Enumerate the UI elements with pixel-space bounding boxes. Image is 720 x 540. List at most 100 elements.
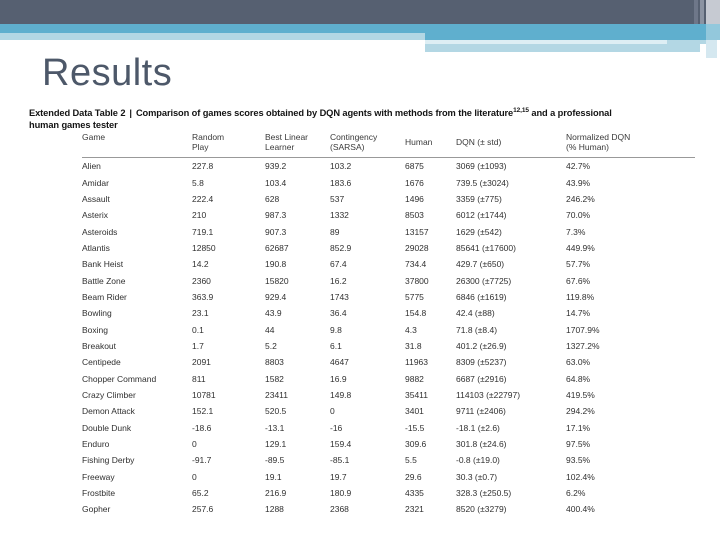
score-cell: 6012 (±1744)	[456, 210, 507, 221]
column-header-line: (% Human)	[566, 141, 609, 152]
score-cell: 1743	[330, 291, 349, 302]
game-name-cell: Asterix	[82, 210, 108, 221]
score-cell: 5.2	[265, 340, 277, 351]
column-header-line: Human	[405, 136, 433, 147]
score-cell: 19.7	[330, 471, 347, 482]
score-cell: 8803	[265, 357, 284, 368]
game-name-cell: Battle Zone	[82, 275, 126, 286]
banner-blue-bar	[0, 24, 720, 33]
table-row: Battle Zone 2360 15820 16.2 37800 26300 (±772…	[82, 272, 695, 288]
score-cell: 30.3 (±0.7)	[456, 471, 498, 482]
table-row: Breakout 1.7 5.2 6.1 31.8 401.2 (±26.9) 1327.2…	[82, 338, 695, 354]
score-cell: 26300 (±7725)	[456, 275, 512, 286]
score-cell: 71.8 (±8.4)	[456, 324, 498, 335]
score-cell: 42.4 (±88)	[456, 308, 495, 319]
banner-accent-stripe	[700, 0, 704, 24]
score-cell: 16.9	[330, 373, 347, 384]
score-cell: 1582	[265, 373, 284, 384]
score-cell: -91.7	[192, 455, 212, 466]
score-cell: 119.8%	[566, 291, 595, 302]
score-cell: 14.2	[192, 259, 209, 270]
score-cell: 103.4	[265, 177, 287, 188]
score-cell: 449.9%	[566, 242, 595, 253]
score-cell: 57.7%	[566, 259, 591, 270]
game-name-cell: Alien	[82, 161, 101, 172]
score-cell: 16.2	[330, 275, 347, 286]
score-cell: -13.1	[265, 422, 285, 433]
score-cell: 67.6%	[566, 275, 591, 286]
column-header: Normalized DQN (% Human)	[566, 132, 695, 158]
table-row: Bowling 23.1 43.9 36.4 154.8 42.4 (±88) 14.7%	[82, 305, 695, 321]
score-cell: -0.8 (±19.0)	[456, 455, 500, 466]
score-cell: 102.4%	[566, 471, 595, 482]
score-cell: 44	[265, 324, 275, 335]
game-name-cell: Chopper Command	[82, 373, 157, 384]
score-cell: 301.8 (±24.6)	[456, 439, 507, 450]
score-cell: 183.6	[330, 177, 352, 188]
score-cell: 70.0%	[566, 210, 591, 221]
table-row: Amidar 5.8 103.4 183.6 1676 739.5 (±3024) 43.9…	[82, 174, 695, 190]
game-name-cell: Beam Rider	[82, 291, 127, 302]
score-cell: -18.1 (±2.6)	[456, 422, 500, 433]
score-cell: 0.1	[192, 324, 204, 335]
score-cell: 1496	[405, 193, 424, 204]
header-row: Game Random Play Best Linear Learner Continge…	[82, 132, 695, 158]
score-cell: 309.6	[405, 439, 427, 450]
table-row: Enduro 0 129.1 159.4 309.6 301.8 (±24.6) 97.5%	[82, 436, 695, 452]
score-cell: 719.1	[192, 226, 214, 237]
score-cell: 29028	[405, 242, 429, 253]
score-cell: 5775	[405, 291, 424, 302]
table-row: Bank Heist 14.2 190.8 67.4 734.4 429.7 (±650)…	[82, 256, 695, 272]
table-row: Alien 227.8 939.2 103.2 6875 3069 (±1093) 42.7…	[82, 158, 695, 175]
column-header-line: Learner	[265, 141, 295, 152]
column-header: Contingency (SARSA)	[330, 132, 405, 158]
score-cell: 149.8	[330, 389, 352, 400]
score-cell: 0	[330, 406, 335, 417]
score-cell: 1707.9%	[566, 324, 600, 335]
score-cell: 7.3%	[566, 226, 586, 237]
score-cell: -85.1	[330, 455, 350, 466]
score-cell: 2091	[192, 357, 211, 368]
game-name-cell: Amidar	[82, 177, 109, 188]
table-row: Chopper Command 811 1582 16.9 9882 6687 (±291…	[82, 370, 695, 386]
score-cell: 114103 (±22797)	[456, 389, 521, 400]
column-header-line: Normalized DQN	[566, 132, 631, 142]
table-row: Boxing 0.1 44 9.8 4.3 71.8 (±8.4) 1707.9%	[82, 321, 695, 337]
game-name-cell: Demon Attack	[82, 406, 135, 417]
score-cell: 294.2%	[566, 406, 595, 417]
score-cell: 180.9	[330, 488, 352, 499]
game-name-cell: Enduro	[82, 439, 110, 450]
table-row: Frostbite 65.2 216.9 180.9 4335 328.3 (±250.5…	[82, 485, 695, 501]
score-cell: 929.4	[265, 291, 287, 302]
banner-right-column-blue	[706, 24, 720, 40]
column-header-line: Best Linear	[265, 132, 308, 142]
game-name-cell: Crazy Climber	[82, 389, 136, 400]
score-cell: 2360	[192, 275, 211, 286]
score-cell: 89	[330, 226, 340, 237]
score-cell: 6875	[405, 161, 424, 172]
banner-silver-corner	[706, 0, 720, 24]
column-header: Random Play	[192, 132, 265, 158]
score-cell: 8503	[405, 210, 424, 221]
game-name-cell: Breakout	[82, 340, 117, 351]
score-cell: 987.3	[265, 210, 287, 221]
score-cell: 43.9%	[566, 177, 591, 188]
score-cell: 852.9	[330, 242, 352, 253]
table-caption: Extended Data Table 2 | Comparison of game…	[29, 105, 709, 131]
score-cell: 37800	[405, 275, 429, 286]
column-header: DQN (± std)	[456, 133, 566, 158]
column-header: Human	[405, 133, 456, 158]
caption-text: Comparison of games scores obtained by D…	[135, 108, 514, 119]
score-cell: 12850	[192, 242, 216, 253]
table-row: Crazy Climber 10781 23411 149.8 35411 114103 …	[82, 387, 695, 403]
game-name-cell: Fishing Derby	[82, 455, 135, 466]
score-cell: 216.9	[265, 488, 287, 499]
score-cell: 734.4	[405, 259, 427, 270]
banner-dark-bar	[0, 0, 720, 24]
column-header-line: Random	[192, 132, 225, 142]
table-row: Centipede 2091 8803 4647 11963 8309 (±5237) 63…	[82, 354, 695, 370]
score-cell: 14.7%	[566, 308, 591, 319]
score-cell: 17.1%	[566, 422, 591, 433]
score-cell: 23.1	[192, 308, 209, 319]
game-name-cell: Bank Heist	[82, 259, 124, 270]
